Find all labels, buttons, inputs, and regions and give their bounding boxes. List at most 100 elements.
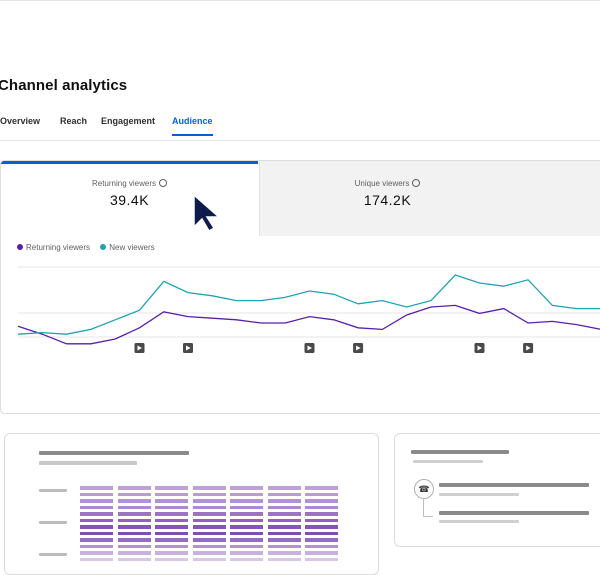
heatmap-cell xyxy=(230,557,263,561)
heatmap-cell xyxy=(155,544,188,548)
heatmap-title-placeholder xyxy=(39,451,189,455)
heatmap-cell xyxy=(192,492,226,496)
metric-label: Unique viewers xyxy=(260,179,515,188)
heatmap-cell xyxy=(192,557,226,561)
video-marker-icon[interactable] xyxy=(134,343,145,353)
side-title-placeholder xyxy=(411,450,509,454)
heatmap-cell xyxy=(230,492,263,496)
heatmap-cell xyxy=(80,512,113,516)
heatmap-cell xyxy=(117,499,151,503)
heatmap-cell xyxy=(117,531,151,535)
heatmap-cell xyxy=(80,551,113,555)
insight-line-placeholder xyxy=(439,511,589,515)
video-marker-icon[interactable] xyxy=(474,343,485,353)
heatmap-cell xyxy=(192,544,226,548)
heatmap-cell xyxy=(305,492,338,496)
heatmap-cell xyxy=(155,486,188,490)
heatmap-cell xyxy=(230,505,263,509)
heatmap-cell xyxy=(117,525,151,529)
heatmap-cell xyxy=(117,538,151,542)
info-icon[interactable] xyxy=(159,179,168,187)
mouse-cursor-icon xyxy=(193,193,221,233)
heatmap-cell xyxy=(155,551,188,555)
row-label-placeholder xyxy=(39,521,67,524)
heatmap-cell xyxy=(117,544,151,548)
legend-returning: Returning viewers xyxy=(17,243,90,252)
metric-tab-more[interactable] xyxy=(514,161,600,236)
metric-returning-viewers[interactable]: Returning viewers 39.4K xyxy=(1,161,258,236)
heatmap-cell xyxy=(267,499,301,503)
heatmap-card xyxy=(4,433,379,575)
heatmap-cell xyxy=(305,531,338,535)
heatmap-cell xyxy=(267,518,301,522)
video-marker-icon[interactable] xyxy=(523,343,534,353)
heatmap-cell xyxy=(117,486,151,490)
side-subtitle-placeholder xyxy=(413,460,483,463)
heatmap-cell xyxy=(192,505,226,509)
legend-dot xyxy=(100,244,107,250)
heatmap-cell xyxy=(155,557,188,561)
tab-engagement[interactable]: Engagement xyxy=(101,116,156,126)
metric-unique-viewers[interactable]: Unique viewers 174.2K xyxy=(259,161,516,236)
heatmap-cell xyxy=(305,518,338,522)
heatmap-cell xyxy=(230,544,263,548)
heatmap-cell xyxy=(230,538,263,542)
heatmap-cell xyxy=(305,551,338,555)
legend-label: New viewers xyxy=(109,243,155,252)
metric-label-text: Returning viewers xyxy=(91,179,157,188)
heatmap-cell xyxy=(80,505,113,509)
metric-label-text: Unique viewers xyxy=(354,179,410,188)
heatmap-cell xyxy=(267,525,301,529)
heatmap-cell xyxy=(80,492,113,496)
heatmap-cell xyxy=(305,505,338,509)
heatmap-cell xyxy=(305,525,338,529)
side-card: ☎ xyxy=(394,433,600,547)
heatmap-cell xyxy=(155,499,188,503)
line-chart xyxy=(17,266,600,353)
heatmap-cell xyxy=(192,518,226,522)
heatmap-cell xyxy=(192,486,226,490)
heatmap-cell xyxy=(267,557,301,561)
insight-line-placeholder xyxy=(439,520,519,523)
series-line-returning xyxy=(17,304,600,345)
heatmap-cell xyxy=(192,551,226,555)
heatmap-cell xyxy=(80,557,113,561)
heatmap-cell xyxy=(230,518,263,522)
video-marker-icon[interactable] xyxy=(304,343,315,353)
heatmap-cell xyxy=(117,551,151,555)
heatmap-cell xyxy=(155,525,188,529)
insight-line-placeholder xyxy=(439,483,589,487)
legend-dot xyxy=(17,244,23,250)
tab-audience[interactable]: Audience xyxy=(172,116,213,136)
heatmap-cell xyxy=(80,544,113,548)
heatmap-cell xyxy=(80,499,113,503)
heatmap-cell xyxy=(192,538,226,542)
heatmap-cell xyxy=(192,525,226,529)
connector-line xyxy=(423,516,433,517)
heatmap-cell xyxy=(155,531,188,535)
top-divider xyxy=(0,0,600,1)
heatmap-cell xyxy=(305,544,338,548)
heatmap-cell xyxy=(80,525,113,529)
heatmap-cell xyxy=(117,518,151,522)
heatmap-cell xyxy=(155,512,188,516)
legend-new: New viewers xyxy=(100,243,155,252)
heatmap-cell xyxy=(155,505,188,509)
connector-line xyxy=(423,498,424,516)
tab-overview[interactable]: Overview xyxy=(0,116,41,126)
heatmap-cell xyxy=(230,525,263,529)
video-marker-icon[interactable] xyxy=(183,343,193,353)
heatmap-cell xyxy=(305,538,338,542)
tab-reach[interactable]: Reach xyxy=(60,116,88,126)
row-label-placeholder xyxy=(39,489,67,492)
heatmap-cell xyxy=(230,499,263,503)
info-icon[interactable] xyxy=(412,179,421,187)
heatmap-cell xyxy=(80,486,113,490)
insight-line-placeholder xyxy=(439,493,519,496)
heatmap-cell xyxy=(117,492,151,496)
video-marker-icon[interactable] xyxy=(353,343,364,353)
metric-label: Returning viewers xyxy=(1,179,258,188)
heatmap-cell xyxy=(80,538,113,542)
heatmap-cell xyxy=(267,544,301,548)
heatmap-cell xyxy=(155,518,188,522)
